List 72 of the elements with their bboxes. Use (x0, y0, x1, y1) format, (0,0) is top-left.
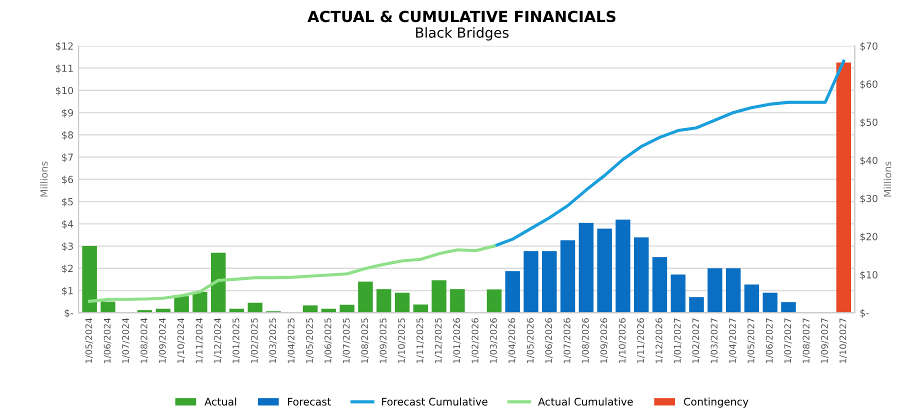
x-tick-label: 1/01/2025 (232, 318, 240, 363)
y2-tick-label: $60 (860, 80, 878, 90)
x-tick-label: 1/01/2027 (674, 318, 682, 363)
legend-label: Contingency (684, 398, 748, 408)
x-tick-label: 1/12/2026 (656, 318, 664, 363)
x-tick-label: 1/07/2024 (122, 318, 130, 363)
y2-tick-label: $70 (860, 42, 878, 51)
x-tick-label: 1/10/2025 (398, 318, 406, 363)
chart-subtitle: Black Bridges (416, 27, 509, 41)
x-tick-label: 1/02/2027 (692, 318, 700, 363)
x-tick-label: 1/05/2025 (306, 318, 314, 363)
x-tick-label: 1/07/2025 (342, 318, 350, 363)
x-tick-label: 1/05/2027 (747, 318, 756, 363)
x-tick-label: 1/04/2025 (288, 318, 296, 363)
x-tick-label: 1/07/2026 (564, 318, 572, 363)
x-tick-label: 1/04/2027 (729, 318, 737, 363)
chart-title: ACTUAL & CUMULATIVE FINANCIALS (307, 10, 616, 22)
y2-tick-label: $- (860, 309, 869, 318)
y-tick-label: $9 (62, 108, 73, 118)
legend-label: Forecast Cumulative (382, 398, 488, 406)
x-tick-label: 1/09/2024 (158, 318, 166, 363)
legend-label: Actual Cumulative (538, 398, 633, 406)
x-tick-label: 1/04/2026 (508, 318, 516, 363)
y-tick-label: $5 (62, 198, 73, 207)
legend-label: Actual (204, 398, 236, 406)
y-tick-label: $12 (56, 42, 73, 51)
x-tick-label: 1/06/2027 (766, 318, 774, 363)
x-tick-label: 1/12/2025 (434, 318, 442, 363)
x-tick-label: 1/05/2024 (85, 318, 93, 363)
y-tick-label: $7 (62, 153, 73, 162)
x-tick-label: 1/11/2025 (416, 318, 424, 363)
legend-label: Forecast (288, 398, 331, 406)
x-tick-label: 1/08/2024 (140, 318, 148, 363)
x-tick-label: 1/09/2025 (380, 318, 388, 363)
x-tick-label: 1/10/2026 (618, 318, 626, 363)
x-tick-label: 1/05/2026 (526, 318, 534, 363)
y-tick-label: $8 (62, 131, 74, 140)
x-tick-label: 1/06/2026 (545, 318, 553, 363)
y-tick-label: $- (64, 309, 74, 318)
y-tick-label: $2 (62, 264, 73, 274)
x-tick-label: 1/08/2026 (582, 318, 590, 363)
y-tick-label: $1 (62, 286, 73, 296)
y-tick-label: $6 (62, 176, 74, 184)
x-tick-label: 1/11/2024 (196, 318, 204, 363)
y2-tick-label: $50 (860, 118, 878, 128)
x-tick-label: 1/06/2025 (324, 318, 332, 363)
y2-tick-label: $30 (860, 194, 878, 204)
y2-tick-label: $40 (860, 156, 878, 166)
x-tick-label: 1/02/2025 (250, 318, 258, 363)
y-tick-label: $11 (56, 64, 73, 74)
y-tick-label: $3 (62, 242, 73, 252)
x-tick-label: 1/02/2026 (472, 318, 480, 363)
x-tick-label: 1/12/2024 (214, 318, 222, 363)
y2-tick-label: $20 (860, 232, 878, 242)
x-tick-label: 1/08/2025 (361, 318, 369, 363)
x-tick-label: 1/03/2026 (490, 318, 498, 363)
y-tick-label: $10 (56, 86, 74, 96)
x-tick-label: 1/07/2027 (784, 318, 792, 363)
y-tick-label: $4 (62, 220, 74, 229)
x-tick-label: 1/08/2027 (802, 318, 810, 363)
x-tick-label: 1/09/2026 (600, 318, 608, 363)
x-tick-label: 1/03/2027 (710, 318, 718, 363)
y-axis-title: Millions (40, 162, 48, 197)
x-tick-label: 1/09/2027 (821, 318, 829, 363)
x-tick-label: 1/01/2026 (453, 318, 461, 363)
x-tick-label: 1/11/2026 (637, 318, 645, 363)
x-tick-label: 1/10/2024 (177, 318, 185, 363)
y2-tick-label: $10 (860, 270, 878, 280)
x-tick-label: 1/06/2024 (104, 318, 112, 363)
x-tick-label: 1/03/2025 (269, 318, 277, 363)
y2-axis-title: Millions (884, 162, 892, 197)
x-tick-label: 1/10/2027 (839, 318, 847, 363)
